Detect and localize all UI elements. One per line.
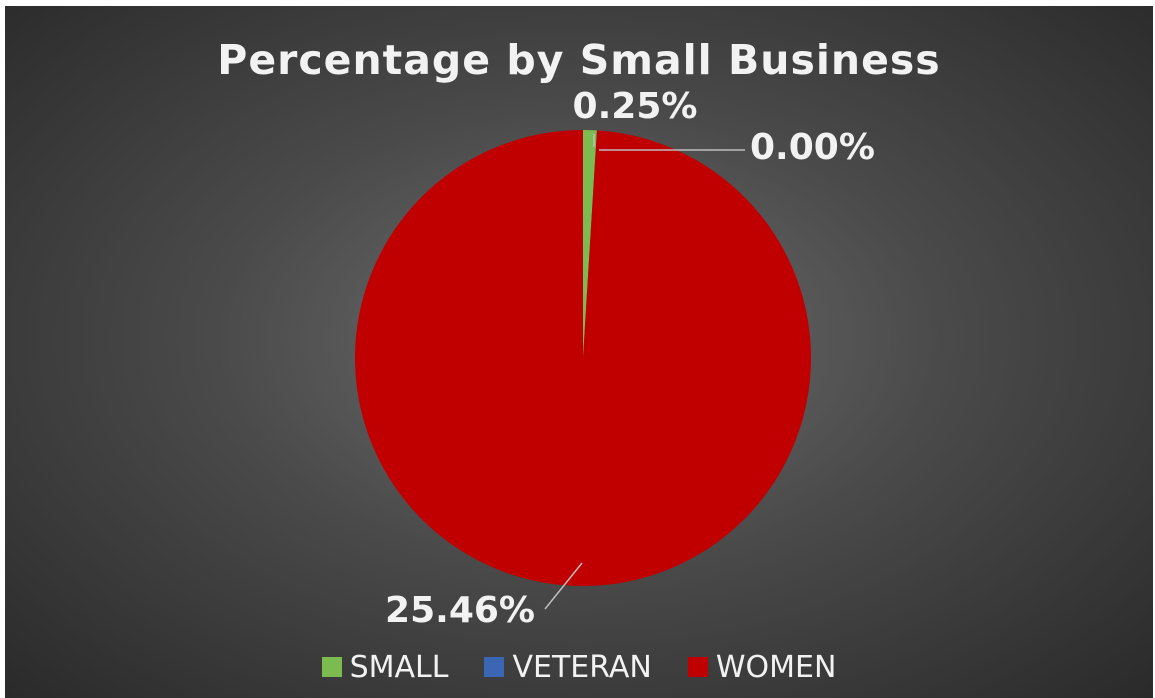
chart-area: Percentage by Small Business 0.25% 0.00% 2… [5,6,1153,698]
leader-line-women [544,562,583,610]
legend-item-veteran: VETERAN [484,649,652,685]
pie-slice-women [355,130,812,586]
legend-swatch-small [321,657,342,677]
data-label-veteran: 0.00% [750,127,875,168]
data-label-women: 25.46% [385,590,535,631]
pie-slice-small [583,130,597,358]
legend-label-small: SMALL [349,649,449,685]
data-label-small: 0.25% [573,86,698,127]
legend-swatch-women [687,657,708,677]
legend-swatch-veteran [484,657,505,677]
pie-chart: 0.25% 0.00% 25.46% [355,86,875,631]
chart-title: Percentage by Small Business [217,36,941,84]
legend-item-small: SMALL [321,649,449,685]
legend-item-women: WOMEN [687,649,837,685]
legend-label-veteran: VETERAN [512,649,652,685]
chart-legend: SMALL VETERAN WOMEN [5,644,1153,690]
legend-label-women: WOMEN [715,649,837,685]
